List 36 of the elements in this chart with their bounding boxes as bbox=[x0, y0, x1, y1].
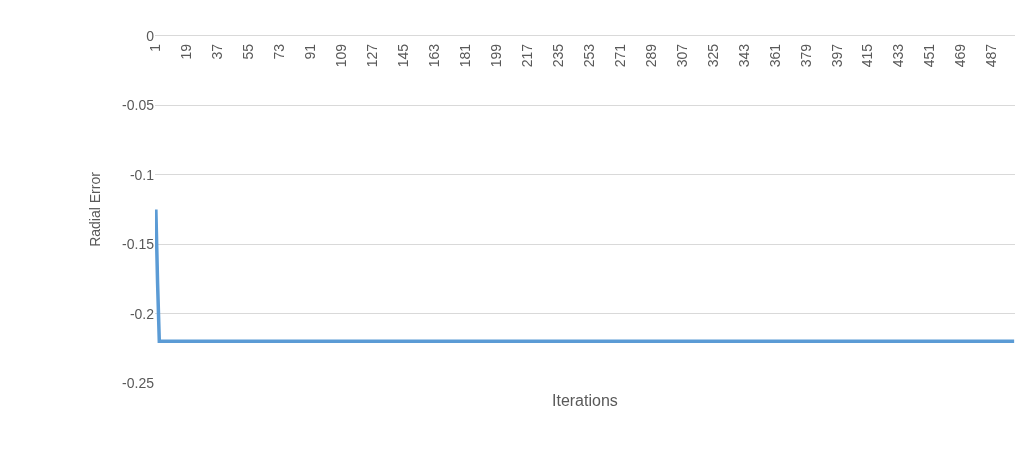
x-tick-label: 451 bbox=[921, 43, 938, 68]
x-tick-label: 289 bbox=[642, 43, 659, 68]
x-tick-label: 253 bbox=[580, 43, 597, 68]
x-tick-label: 433 bbox=[890, 43, 907, 68]
x-tick-label: 415 bbox=[859, 43, 876, 68]
y-tick-label: -0.2 bbox=[129, 305, 155, 322]
x-tick-label: 145 bbox=[395, 43, 412, 68]
x-tick-label: 181 bbox=[457, 43, 474, 68]
y-axis-title: Radial Error bbox=[86, 171, 103, 247]
x-tick-label: 397 bbox=[828, 43, 845, 68]
x-tick-label: 271 bbox=[611, 43, 628, 68]
y-tick-label: 0 bbox=[146, 27, 155, 44]
x-tick-label: 37 bbox=[209, 43, 226, 60]
x-tick-label: 343 bbox=[735, 43, 752, 68]
x-tick-label: 235 bbox=[549, 43, 566, 68]
x-tick-label: 163 bbox=[426, 43, 443, 68]
y-tick-label: -0.1 bbox=[129, 166, 155, 183]
x-tick-label: 127 bbox=[364, 43, 381, 68]
x-tick-label: 361 bbox=[766, 43, 783, 68]
x-tick-label: 199 bbox=[487, 43, 504, 68]
x-tick-label: 217 bbox=[518, 43, 535, 68]
y-tick-label: -0.05 bbox=[122, 97, 155, 114]
x-tick-label: 487 bbox=[983, 43, 1000, 68]
x-tick-label: 55 bbox=[240, 43, 257, 60]
x-tick-label: 19 bbox=[178, 43, 195, 60]
x-tick-label: 91 bbox=[302, 43, 319, 60]
y-tick-label: -0.15 bbox=[122, 236, 155, 253]
x-axis-title: Iterations bbox=[552, 392, 618, 409]
x-tick-label: 469 bbox=[952, 43, 969, 68]
x-tick-label: 109 bbox=[333, 43, 350, 68]
x-tick-label: 73 bbox=[271, 43, 288, 60]
x-tick-label: 1 bbox=[147, 43, 164, 52]
x-tick-label: 307 bbox=[673, 43, 690, 68]
x-tick-label: 325 bbox=[704, 43, 721, 68]
y-tick-label: -0.25 bbox=[122, 374, 155, 391]
x-tick-label: 379 bbox=[797, 43, 814, 68]
